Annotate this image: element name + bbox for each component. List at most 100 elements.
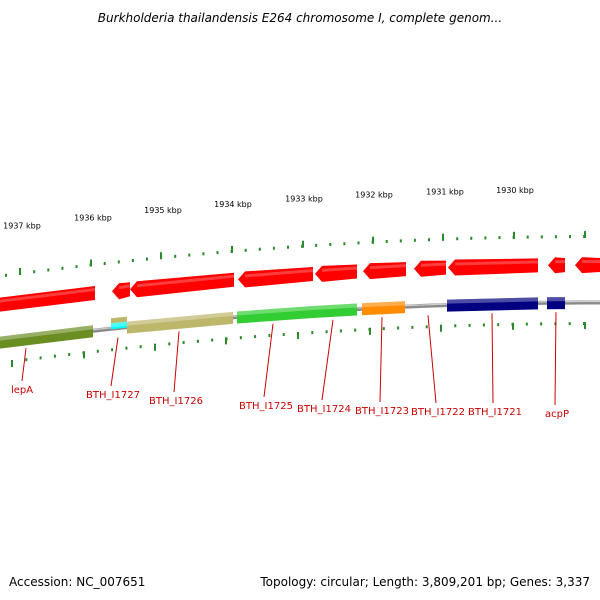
tick-mark <box>146 257 148 261</box>
tick-mark <box>540 235 543 239</box>
cds-arrow-shade <box>455 260 538 266</box>
tick-mark <box>526 235 529 239</box>
tick-mark <box>188 253 191 257</box>
label-leader-line <box>110 337 119 387</box>
gene-label[interactable]: acpP <box>545 409 569 420</box>
major-tick-mark <box>372 236 374 244</box>
tick-mark <box>484 236 487 240</box>
gene-label[interactable]: BTH_I1723 <box>355 406 409 417</box>
tick-mark <box>282 333 285 337</box>
tick-mark <box>454 324 457 328</box>
tick-mark <box>411 325 414 329</box>
feature-block[interactable] <box>127 311 233 334</box>
scale-label: 1932 kbp <box>355 191 393 200</box>
scale-label: 1936 kbp <box>74 213 112 222</box>
tick-mark <box>382 327 385 331</box>
feature-block[interactable] <box>0 325 93 349</box>
gene-label[interactable]: BTH_I1722 <box>411 407 465 418</box>
major-tick-mark <box>160 252 162 260</box>
tick-mark <box>399 239 402 243</box>
tick-mark <box>258 247 261 251</box>
major-tick-mark <box>440 324 442 332</box>
major-tick-mark <box>442 233 444 241</box>
tick-mark <box>254 335 257 339</box>
label-leader-line <box>427 315 437 404</box>
label-leader-line <box>321 319 334 401</box>
gene-label[interactable]: BTH_I1726 <box>149 396 203 407</box>
major-tick-mark <box>513 231 515 239</box>
gene-label[interactable]: lepA <box>11 385 33 396</box>
gene-label[interactable]: BTH_I1721 <box>468 407 522 418</box>
tick-mark <box>497 323 500 327</box>
feature-block[interactable] <box>362 301 405 316</box>
cds-arrow-shade <box>582 260 600 264</box>
genome-summary-text: Topology: circular; Length: 3,809,201 bp… <box>260 575 590 589</box>
scale-label: 1935 kbp <box>144 206 182 215</box>
label-leader-line <box>379 317 383 403</box>
tick-mark <box>456 237 459 241</box>
feature-block[interactable] <box>313 303 357 319</box>
tick-mark <box>216 251 219 255</box>
tick-mark <box>554 235 557 239</box>
feature-block[interactable] <box>547 297 565 310</box>
tick-mark <box>39 356 42 360</box>
tick-mark <box>239 336 242 340</box>
tick-mark <box>357 241 360 245</box>
tick-mark <box>25 358 28 362</box>
label-leader-line <box>554 312 557 406</box>
scale-label: 1931 kbp <box>426 188 464 197</box>
tick-mark <box>470 236 473 240</box>
tick-mark <box>244 248 247 252</box>
scale-label: 1933 kbp <box>285 195 323 204</box>
tick-mark <box>339 329 342 333</box>
tick-mark <box>568 322 571 326</box>
feature-block-shade <box>0 325 93 341</box>
tick-mark <box>47 268 50 272</box>
cds-arrow-shade <box>119 284 130 290</box>
tick-mark <box>53 354 56 358</box>
label-leader-line <box>173 331 180 393</box>
top-tick-row <box>5 231 586 277</box>
cds-arrow[interactable] <box>575 257 600 274</box>
cds-arrow-shade <box>555 260 565 264</box>
gene-label[interactable]: BTH_I1727 <box>86 390 140 401</box>
cds-arrow-shade <box>245 269 313 278</box>
tick-mark <box>498 236 501 240</box>
major-tick-mark <box>584 231 586 239</box>
tick-mark <box>174 254 177 258</box>
feature-block-shade <box>237 306 313 316</box>
tick-mark <box>311 331 314 335</box>
major-tick-mark <box>11 360 13 368</box>
cds-track <box>0 257 600 312</box>
tick-mark <box>272 246 275 250</box>
major-tick-mark <box>302 240 304 248</box>
tick-mark <box>397 326 400 330</box>
feature-block[interactable] <box>237 306 313 324</box>
tick-mark <box>413 238 416 242</box>
cds-arrow-shade <box>322 266 357 272</box>
gene-label[interactable]: BTH_I1724 <box>297 404 351 415</box>
major-tick-mark <box>512 322 514 330</box>
tick-mark <box>287 245 289 249</box>
tick-mark <box>385 240 388 244</box>
feature-block[interactable] <box>111 316 127 324</box>
cds-arrow-shade <box>370 264 406 270</box>
cds-arrow[interactable] <box>548 257 565 274</box>
label-leader-line <box>263 323 274 398</box>
tick-mark <box>425 325 428 329</box>
major-tick-mark <box>584 322 586 330</box>
feature-block-shade <box>447 297 538 304</box>
gene-label[interactable]: BTH_I1725 <box>239 401 293 412</box>
feature-block-shade <box>127 311 233 326</box>
tick-mark <box>525 322 528 326</box>
tick-mark <box>75 265 78 269</box>
feature-block[interactable] <box>447 297 538 312</box>
scale-label: 1930 kbp <box>496 186 534 195</box>
feature-block[interactable] <box>111 321 127 330</box>
major-tick-mark <box>231 245 233 253</box>
tick-mark <box>569 235 571 239</box>
major-tick-mark <box>154 343 156 351</box>
tick-mark <box>540 322 543 326</box>
tick-mark <box>96 349 99 353</box>
